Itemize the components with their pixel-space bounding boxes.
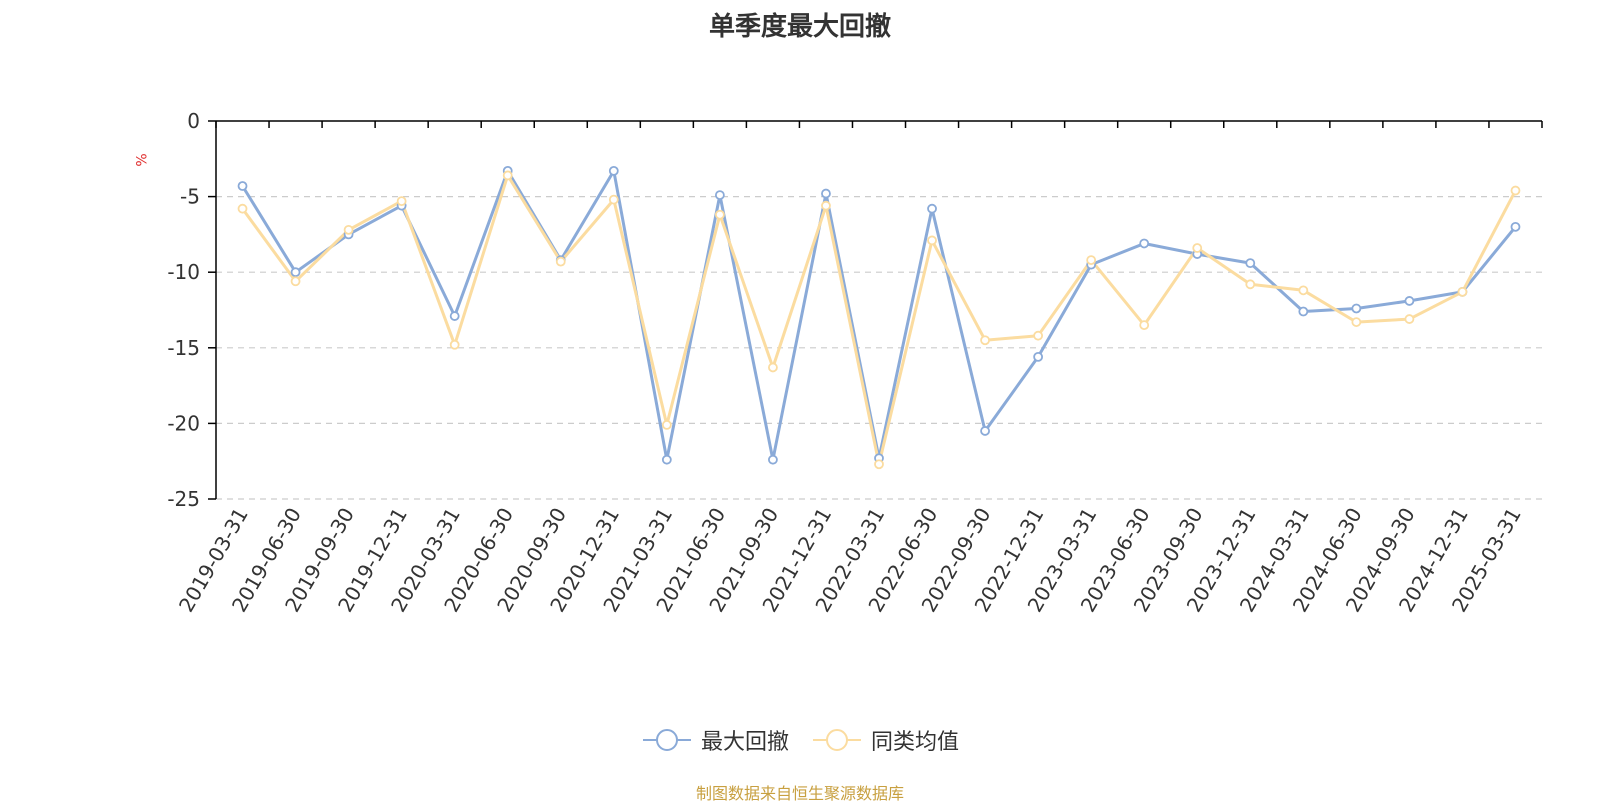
data-point-series-2 [608, 194, 619, 205]
data-point-series-2 [874, 459, 884, 470]
data-point-series-2 [1351, 317, 1362, 327]
data-point-series-2 [1457, 286, 1468, 297]
data-point-series-1 [768, 454, 778, 465]
y-tick-label: -10 [167, 260, 200, 284]
y-tick-label: -5 [180, 185, 200, 209]
legend-item-series-1[interactable]: 最大回撤 [641, 724, 789, 756]
data-point-series-2 [1139, 320, 1150, 331]
data-point-series-2 [768, 362, 778, 373]
data-point-series-2 [1510, 185, 1521, 196]
data-point-series-1 [449, 311, 460, 321]
data-point-series-1 [237, 181, 248, 191]
data-point-series-2 [290, 276, 301, 287]
data-point-series-1 [1245, 258, 1256, 269]
y-tick-label: 0 [187, 109, 200, 133]
data-point-series-1 [1404, 296, 1415, 306]
data-point-series-2 [1192, 243, 1203, 253]
legend-label: 同类均值 [871, 730, 960, 755]
legend-item-series-2[interactable]: 同类均值 [811, 724, 959, 756]
data-point-series-1 [927, 203, 937, 214]
y-tick-label: -25 [167, 487, 200, 511]
data-point-series-2 [502, 170, 513, 181]
data-point-series-1 [1033, 351, 1044, 362]
legend: 最大回撤 同类均值 [0, 724, 1600, 756]
data-point-series-2 [927, 235, 937, 246]
y-tick-label: -15 [167, 336, 200, 360]
data-source-note: 制图数据来自恒生聚源数据库 [695, 784, 904, 803]
data-point-series-1 [1298, 306, 1309, 317]
data-point-series-2 [1033, 330, 1044, 341]
data-point-series-2 [821, 200, 831, 211]
legend-marker-icon [642, 729, 691, 751]
data-point-series-1 [661, 454, 672, 465]
data-point-series-1 [608, 165, 619, 176]
data-point-series-2 [1086, 255, 1097, 266]
data-point-series-1 [290, 267, 301, 278]
data-point-series-2 [237, 203, 248, 214]
series-line-1 [241, 169, 1517, 462]
data-point-series-2 [343, 224, 354, 235]
data-point-series-1 [714, 190, 725, 200]
y-tick-label: -20 [167, 411, 200, 435]
data-point-series-2 [980, 335, 990, 346]
legend-marker-icon [813, 729, 861, 751]
data-point-series-1 [1139, 238, 1150, 249]
data-point-series-2 [1245, 279, 1256, 290]
data-point-series-1 [1351, 303, 1362, 314]
legend-label: 最大回撤 [700, 730, 789, 755]
data-point-series-1 [980, 426, 990, 436]
chart-title: 单季度最大回撤 [708, 12, 891, 42]
data-point-series-2 [555, 256, 566, 267]
data-point-series-2 [714, 209, 725, 220]
data-point-series-2 [1404, 314, 1415, 324]
data-point-series-1 [821, 188, 831, 199]
data-point-series-1 [1510, 221, 1521, 232]
data-point-series-2 [449, 339, 460, 350]
series-line-2 [241, 173, 1517, 466]
data-point-series-2 [1298, 285, 1309, 296]
data-point-series-2 [396, 196, 407, 207]
data-point-series-2 [661, 420, 672, 430]
